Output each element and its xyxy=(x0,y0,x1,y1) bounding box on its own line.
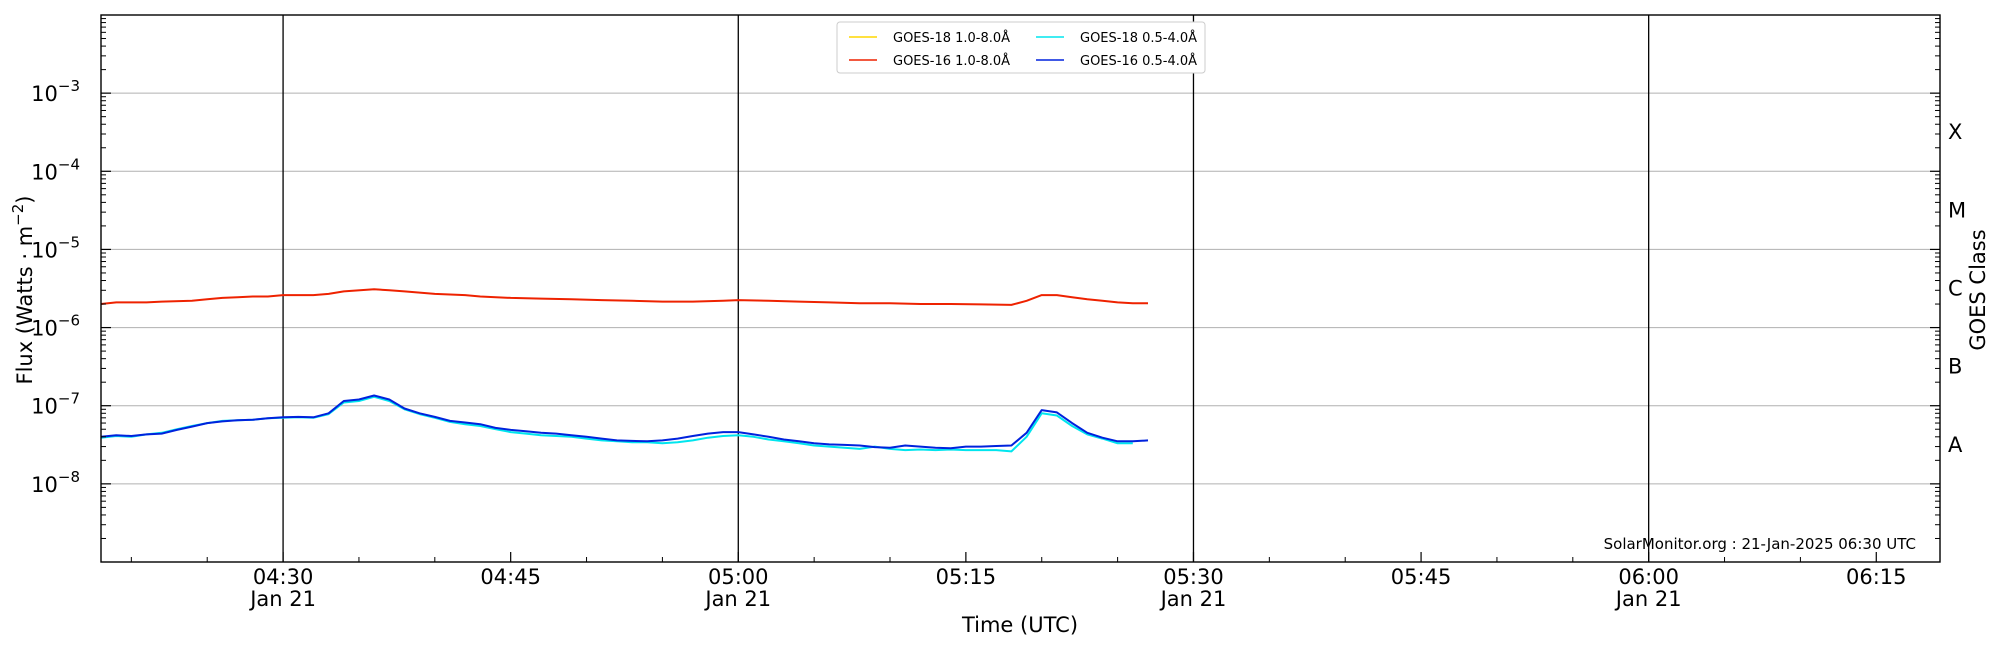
day-markers xyxy=(282,15,1650,562)
y-tick-exponent: −3 xyxy=(58,77,80,95)
series-line-2 xyxy=(100,395,1133,453)
series-group xyxy=(100,288,1149,453)
x-tick-date: Jan 21 xyxy=(703,587,771,611)
x-tick-time: 05:15 xyxy=(936,565,997,589)
y-tick-label: 10−4 xyxy=(31,155,80,184)
y-tick-label: 10−3 xyxy=(31,77,80,106)
x-tick-date: Jan 21 xyxy=(248,587,316,611)
y-tick-base: 10 xyxy=(31,317,58,341)
y-tick-label: 10−5 xyxy=(31,233,80,262)
y-tick-labels: 10−810−710−610−510−410−3 xyxy=(31,77,80,497)
x-tick-date: Jan 21 xyxy=(1614,587,1682,611)
series-line-3 xyxy=(100,394,1149,450)
x-tick-time: 04:45 xyxy=(480,565,541,589)
credit-text: SolarMonitor.org : 21-Jan-2025 06:30 UTC xyxy=(1604,535,1916,553)
goes-class-label: A xyxy=(1948,433,1963,457)
y-tick-base: 10 xyxy=(31,238,58,262)
goes-class-label: X xyxy=(1948,120,1962,144)
legend-entry: GOES-18 0.5-4.0Å xyxy=(1080,30,1197,46)
y-tick-exponent: −5 xyxy=(58,233,80,251)
y-tick-base: 10 xyxy=(31,82,58,106)
x-tick-time: 04:30 xyxy=(253,565,314,589)
goes-class-label: B xyxy=(1948,355,1962,379)
legend-box xyxy=(836,21,1206,74)
y-axis-label-right: GOES Class xyxy=(1966,229,1990,350)
legend: GOES-18 1.0-8.0Å GOES-16 1.0-8.0Å GOES-18 … xyxy=(836,21,1206,74)
y-tick-exponent: −7 xyxy=(58,390,80,408)
y-tick-base: 10 xyxy=(31,395,58,419)
y-axis-label-exponent: −2 xyxy=(9,204,27,226)
y-axis-label-text: Flux (Watts · m xyxy=(13,226,37,385)
y-tick-exponent: −6 xyxy=(58,312,80,330)
axis-ticks xyxy=(101,18,1940,562)
y-axis-label-close: ) xyxy=(13,195,37,203)
x-tick-time: 06:15 xyxy=(1846,565,1907,589)
x-tick-time: 06:00 xyxy=(1618,565,1679,589)
x-tick-time: 05:00 xyxy=(708,565,769,589)
goes-class-labels: A B C M X xyxy=(1948,120,1966,457)
y-tick-exponent: −8 xyxy=(58,468,80,486)
legend-entry: GOES-18 1.0-8.0Å xyxy=(893,30,1010,46)
y-tick-label: 10−7 xyxy=(31,390,80,419)
x-tick-date: Jan 21 xyxy=(1159,587,1227,611)
legend-entry: GOES-16 1.0-8.0Å xyxy=(893,53,1010,69)
y-tick-exponent: −4 xyxy=(58,155,80,173)
x-tick-time: 05:45 xyxy=(1391,565,1452,589)
y-tick-base: 10 xyxy=(31,160,58,184)
y-tick-label: 10−8 xyxy=(31,468,80,497)
y-axis-label: Flux (Watts · m−2) xyxy=(9,195,37,384)
legend-entry: GOES-16 0.5-4.0Å xyxy=(1080,53,1197,69)
y-tick-label: 10−6 xyxy=(31,312,80,341)
goes-class-label: C xyxy=(1948,277,1963,301)
y-tick-base: 10 xyxy=(31,473,58,497)
series-line-1 xyxy=(100,288,1148,306)
grid-lines xyxy=(101,92,1940,485)
goes-class-label: M xyxy=(1948,198,1966,222)
plot-frame xyxy=(100,14,1941,563)
x-tick-time: 05:30 xyxy=(1163,565,1224,589)
x-axis-label: Time (UTC) xyxy=(961,613,1078,637)
